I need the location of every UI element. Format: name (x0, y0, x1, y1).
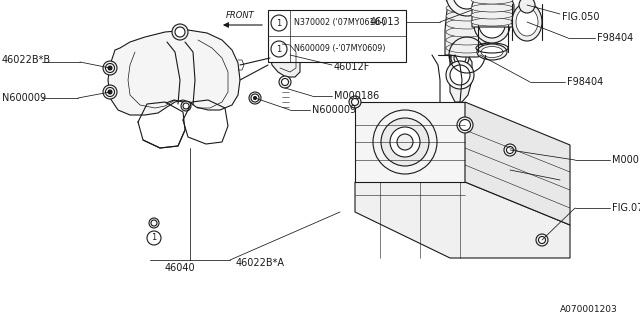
Circle shape (103, 61, 117, 75)
Text: F98404: F98404 (567, 77, 604, 87)
Circle shape (282, 78, 289, 85)
Circle shape (181, 101, 191, 111)
Ellipse shape (512, 3, 542, 41)
Text: 46022B*A: 46022B*A (236, 258, 285, 268)
Text: 46040: 46040 (165, 263, 196, 273)
Circle shape (149, 218, 159, 228)
Circle shape (151, 220, 157, 226)
Circle shape (251, 94, 259, 102)
Polygon shape (270, 40, 300, 77)
Ellipse shape (516, 8, 538, 36)
Circle shape (106, 87, 115, 97)
Circle shape (108, 66, 112, 70)
Text: A070001203: A070001203 (560, 306, 618, 315)
Circle shape (183, 103, 189, 109)
Text: FIG.070-4: FIG.070-4 (612, 203, 640, 213)
Circle shape (506, 147, 513, 154)
Circle shape (479, 12, 505, 38)
Text: M000186: M000186 (334, 91, 380, 101)
FancyBboxPatch shape (268, 10, 406, 62)
Circle shape (504, 144, 516, 156)
Ellipse shape (446, 0, 488, 5)
Text: FRONT: FRONT (226, 11, 254, 20)
Circle shape (373, 110, 437, 174)
Polygon shape (450, 50, 472, 102)
Text: N600009: N600009 (2, 93, 46, 103)
Circle shape (147, 231, 161, 245)
Circle shape (106, 63, 115, 73)
Circle shape (538, 236, 545, 244)
Circle shape (381, 118, 429, 166)
Circle shape (453, 0, 481, 9)
Ellipse shape (471, 4, 513, 12)
Ellipse shape (446, 11, 488, 21)
Circle shape (249, 92, 261, 104)
Ellipse shape (471, 18, 513, 26)
Circle shape (536, 234, 548, 246)
Circle shape (103, 85, 117, 99)
Polygon shape (472, 0, 514, 27)
Text: F98404: F98404 (597, 33, 633, 43)
Ellipse shape (446, 3, 488, 13)
Text: 46013: 46013 (370, 17, 401, 27)
Circle shape (519, 0, 535, 13)
Circle shape (279, 76, 291, 88)
Ellipse shape (446, 43, 488, 53)
Text: 46012F: 46012F (334, 62, 371, 72)
Ellipse shape (471, 0, 513, 4)
Circle shape (450, 65, 470, 85)
Ellipse shape (446, 19, 488, 29)
Circle shape (457, 117, 473, 133)
Text: N370002 ('07MY0610-): N370002 ('07MY0610-) (294, 19, 385, 28)
Ellipse shape (477, 44, 507, 60)
Circle shape (397, 134, 413, 150)
Circle shape (390, 127, 420, 157)
Text: 1: 1 (276, 44, 282, 53)
Text: FIG.050: FIG.050 (562, 12, 600, 22)
Circle shape (454, 52, 466, 64)
Circle shape (351, 99, 358, 106)
Circle shape (108, 90, 112, 94)
Text: 1: 1 (152, 234, 157, 243)
Circle shape (446, 61, 474, 89)
Circle shape (460, 119, 470, 131)
Polygon shape (108, 30, 240, 115)
Circle shape (446, 0, 488, 16)
Circle shape (474, 7, 510, 43)
Polygon shape (465, 102, 570, 225)
Circle shape (349, 96, 361, 108)
Circle shape (271, 15, 287, 31)
Polygon shape (355, 102, 465, 182)
Text: 1: 1 (276, 19, 282, 28)
Ellipse shape (481, 46, 503, 58)
Circle shape (175, 27, 185, 37)
Circle shape (271, 41, 287, 57)
Text: 46022B*B: 46022B*B (2, 55, 51, 65)
Text: N600009 (-'07MY0609): N600009 (-'07MY0609) (294, 44, 385, 53)
Polygon shape (445, 0, 492, 57)
Circle shape (253, 97, 257, 100)
Polygon shape (355, 182, 570, 258)
Ellipse shape (471, 11, 513, 19)
Text: N600009: N600009 (312, 105, 356, 115)
Ellipse shape (446, 35, 488, 45)
Circle shape (172, 24, 188, 40)
Ellipse shape (446, 27, 488, 37)
Circle shape (275, 37, 285, 47)
Circle shape (451, 49, 469, 67)
Text: M000149: M000149 (612, 155, 640, 165)
